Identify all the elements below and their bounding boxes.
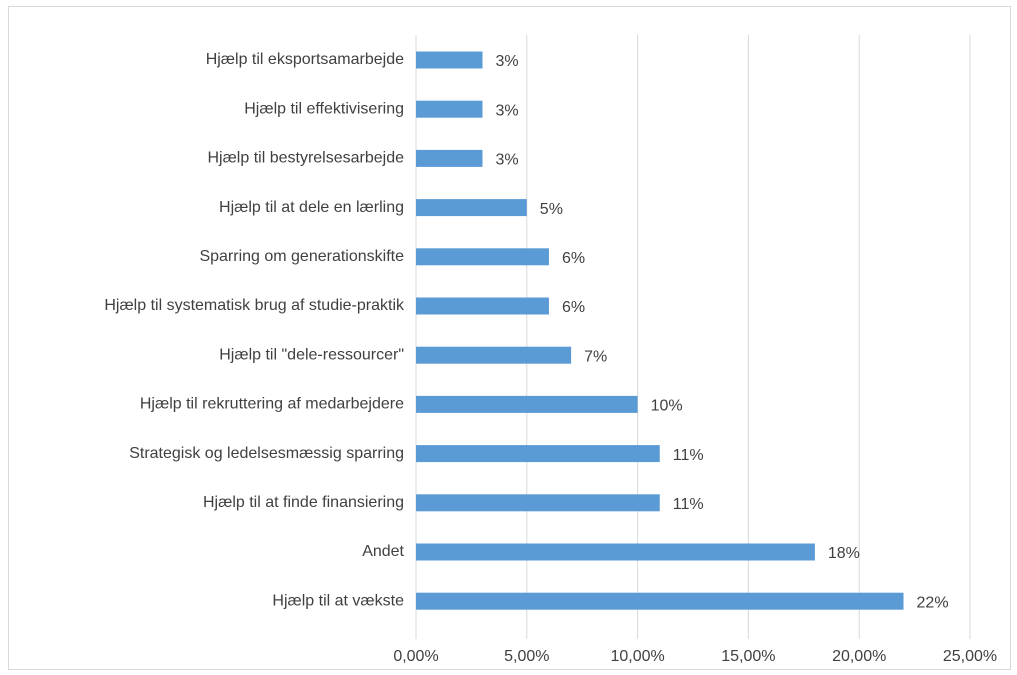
bar: [416, 248, 549, 266]
data-label: 6%: [562, 299, 585, 316]
bar: [416, 346, 572, 364]
category-label: Hjælp til systematisk brug af studie-pra…: [104, 297, 405, 314]
data-label: 3%: [495, 102, 518, 119]
bar: [416, 445, 660, 463]
category-label: Hjælp til bestyrelsesarbejde: [207, 150, 404, 167]
category-label: Hjælp til at dele en lærling: [219, 199, 404, 216]
data-label: 22%: [917, 594, 949, 611]
x-tick-label: 20,00%: [832, 648, 886, 665]
data-label: 6%: [562, 250, 585, 267]
data-label: 11%: [673, 447, 704, 464]
bar: [416, 297, 549, 315]
x-tick-label: 15,00%: [721, 648, 775, 665]
bar: [416, 592, 904, 610]
data-label: 3%: [495, 53, 518, 70]
chart-frame: 0,00% 5,00% 10,00% 15,00% 20,00% 25,00% Hjælp …: [8, 6, 1011, 670]
x-tick-label: 5,00%: [504, 648, 549, 665]
category-label: Hjælp til at vækste: [272, 592, 404, 609]
bar: [416, 51, 483, 69]
category-label: Hjælp til effektivisering: [244, 100, 404, 117]
category-label: Hjælp til at finde finansiering: [203, 494, 404, 511]
data-label: 5%: [540, 201, 563, 218]
data-label: 10%: [651, 398, 683, 415]
bar: [416, 199, 527, 217]
x-tick-label: 10,00%: [610, 648, 664, 665]
data-label: 7%: [584, 348, 607, 365]
bar: [416, 395, 638, 413]
x-tick-label: 25,00%: [943, 648, 997, 665]
x-tick-label: 0,00%: [393, 648, 438, 665]
category-label: Hjælp til eksportsamarbejde: [206, 51, 404, 68]
bar-chart: 0,00% 5,00% 10,00% 15,00% 20,00% 25,00% Hjælp …: [104, 35, 997, 665]
category-label: Sparring om generationskifte: [199, 248, 404, 265]
bar: [416, 149, 483, 167]
category-label: Strategisk og ledelsesmæssig sparring: [129, 445, 404, 462]
data-label: 3%: [495, 152, 518, 169]
bar: [416, 543, 815, 561]
data-label: 18%: [828, 545, 860, 562]
bar: [416, 100, 483, 118]
category-label: Hjælp til "dele-ressourcer": [219, 346, 404, 363]
category-label: Andet: [362, 543, 404, 560]
category-label: Hjælp til rekruttering af medarbejdere: [140, 396, 404, 413]
bar: [416, 494, 660, 512]
data-label: 11%: [673, 496, 704, 513]
